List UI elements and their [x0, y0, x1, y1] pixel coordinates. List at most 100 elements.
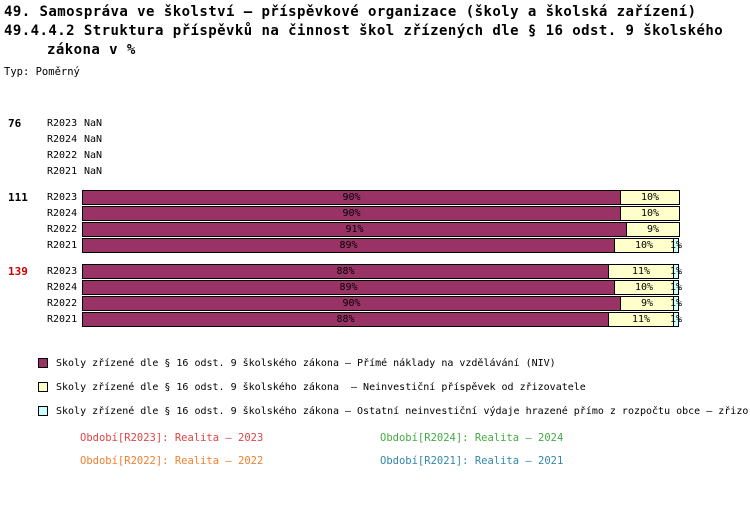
- bar-row: R2021 89% 10% 1%: [0, 238, 750, 253]
- bar-row: R2022 90% 9% 1%: [0, 296, 750, 311]
- bar-value-label: 10%: [635, 282, 654, 293]
- bar-track: NaN: [82, 132, 681, 147]
- bar-row: R2022 91% 9%: [0, 222, 750, 237]
- group-id-label: [0, 148, 44, 163]
- group-id-label: [0, 280, 44, 295]
- group-id-label: [0, 238, 44, 253]
- bar-value-label: 10%: [641, 208, 660, 219]
- bar-segment-other: 1%: [669, 296, 683, 311]
- period-label: Období[R2023]: Realita – 2023: [80, 432, 264, 444]
- bar-segment-contrib: 10%: [620, 206, 680, 221]
- legend-label: Školy zřízené dle § 16 odst. 9 školského…: [56, 357, 556, 369]
- legend-swatch-niv: [38, 358, 48, 368]
- row-period-label: R2021: [47, 166, 78, 177]
- bar-segment-niv: 88%: [82, 312, 610, 327]
- group-id-label: [0, 132, 44, 147]
- bar-row: R2024 NaN: [0, 132, 750, 147]
- report-title-line3: zákona v %: [47, 42, 136, 58]
- bar-value-label: 9%: [647, 224, 660, 235]
- row-period-label: R2023: [47, 192, 78, 203]
- bar-segment-contrib: 10%: [614, 238, 674, 253]
- row-period-label: R2023: [47, 118, 78, 129]
- bar-value-label: 89%: [339, 240, 358, 251]
- period-label: Období[R2022]: Realita – 2022: [80, 455, 264, 467]
- row-period-label: R2022: [47, 298, 78, 309]
- group-id-label: [0, 222, 44, 237]
- bar-segment-niv: 90%: [82, 190, 622, 205]
- nan-value-label: NaN: [84, 166, 103, 177]
- bar-segment-other: 1%: [670, 238, 682, 253]
- bar-row: 111 R2023 90% 10%: [0, 190, 750, 205]
- group-id-label: [0, 312, 44, 327]
- bar-value-label: 1%: [669, 298, 683, 309]
- row-period-label: R2024: [47, 208, 78, 219]
- bar-value-label: 88%: [336, 314, 355, 325]
- bar-segment-contrib: 9%: [626, 222, 680, 237]
- series-legend: Školy zřízené dle § 16 odst. 9 školského…: [38, 356, 750, 418]
- group-id-label: [0, 296, 44, 311]
- bar-segment-contrib: 9%: [620, 296, 674, 311]
- bar-row: 76 R2023 NaN: [0, 116, 750, 131]
- row-period-label: R2024: [47, 134, 78, 145]
- row-period-label: R2024: [47, 282, 78, 293]
- bar-value-label: 88%: [336, 266, 355, 277]
- bar-value-label: 11%: [632, 266, 651, 277]
- bar-value-label: 91%: [345, 224, 364, 235]
- bar-segment-contrib: 11%: [608, 312, 674, 327]
- bar-segment-niv: 90%: [82, 296, 622, 311]
- bar-segment-niv: 89%: [82, 280, 616, 295]
- bar-track: 90% 9% 1%: [82, 296, 683, 311]
- bar-value-label: 90%: [342, 208, 361, 219]
- legend-item: Školy zřízené dle § 16 odst. 9 školského…: [38, 404, 750, 418]
- bar-value-label: 9%: [641, 298, 654, 309]
- period-label: Období[R2024]: Realita – 2024: [380, 432, 564, 444]
- bar-segment-contrib: 11%: [608, 264, 674, 279]
- bar-segment-other: 1%: [669, 264, 682, 279]
- bar-track: 89% 10% 1%: [82, 238, 682, 253]
- nan-value-label: NaN: [84, 134, 103, 145]
- bar-segment-contrib: 10%: [614, 280, 674, 295]
- bar-track: 90% 10%: [82, 206, 681, 221]
- bar-track: NaN: [82, 116, 681, 131]
- group-id-label: [0, 206, 44, 221]
- bar-value-label: 10%: [641, 192, 660, 203]
- stacked-bar-chart: 76 R2023 NaN R2024 NaN R2022 NaN R2021 NaN 111 R20…: [0, 116, 750, 327]
- bar-track: 89% 10% 1%: [82, 280, 683, 295]
- bar-segment-other: 1%: [669, 312, 682, 327]
- legend-item: Školy zřízené dle § 16 odst. 9 školského…: [38, 356, 750, 370]
- bar-track: NaN: [82, 148, 681, 163]
- bar-segment-niv: 90%: [82, 206, 622, 221]
- group-id-label: 76: [8, 117, 22, 130]
- bar-segment-niv: 91%: [82, 222, 628, 237]
- bar-value-label: 90%: [342, 192, 361, 203]
- bar-row: R2022 NaN: [0, 148, 750, 163]
- bar-value-label: 1%: [669, 314, 682, 325]
- row-period-label: R2023: [47, 266, 78, 277]
- bar-segment-niv: 89%: [82, 238, 616, 253]
- group-id-label: 139: [8, 265, 28, 278]
- bar-row: R2021 NaN: [0, 164, 750, 179]
- bar-track: 88% 11% 1%: [82, 312, 682, 327]
- legend-label: Školy zřízené dle § 16 odst. 9 školského…: [56, 405, 749, 417]
- legend-label: Školy zřízené dle § 16 odst. 9 školského…: [56, 381, 586, 393]
- bar-value-label: 11%: [632, 314, 651, 325]
- bar-segment-niv: 88%: [82, 264, 610, 279]
- bar-value-label: 10%: [635, 240, 654, 251]
- row-period-label: R2022: [47, 224, 78, 235]
- nan-value-label: NaN: [84, 150, 103, 161]
- row-period-label: R2021: [47, 314, 78, 325]
- legend-item: Školy zřízené dle § 16 odst. 9 školského…: [38, 380, 750, 394]
- legend-swatch-other: [38, 406, 48, 416]
- bar-value-label: 1%: [669, 266, 682, 277]
- period-label: Období[R2021]: Realita – 2021: [380, 455, 564, 467]
- nan-value-label: NaN: [84, 118, 103, 129]
- bar-row: R2024 90% 10%: [0, 206, 750, 221]
- bar-track: 90% 10%: [82, 190, 681, 205]
- bar-row: 139 R2023 88% 11% 1%: [0, 264, 750, 279]
- bar-value-label: 90%: [342, 298, 361, 309]
- row-period-label: R2022: [47, 150, 78, 161]
- group-id-label: [0, 164, 44, 179]
- chart-type-label: Typ: Poměrný: [4, 66, 80, 78]
- row-period-label: R2021: [47, 240, 78, 251]
- bar-value-label: 1%: [669, 282, 683, 293]
